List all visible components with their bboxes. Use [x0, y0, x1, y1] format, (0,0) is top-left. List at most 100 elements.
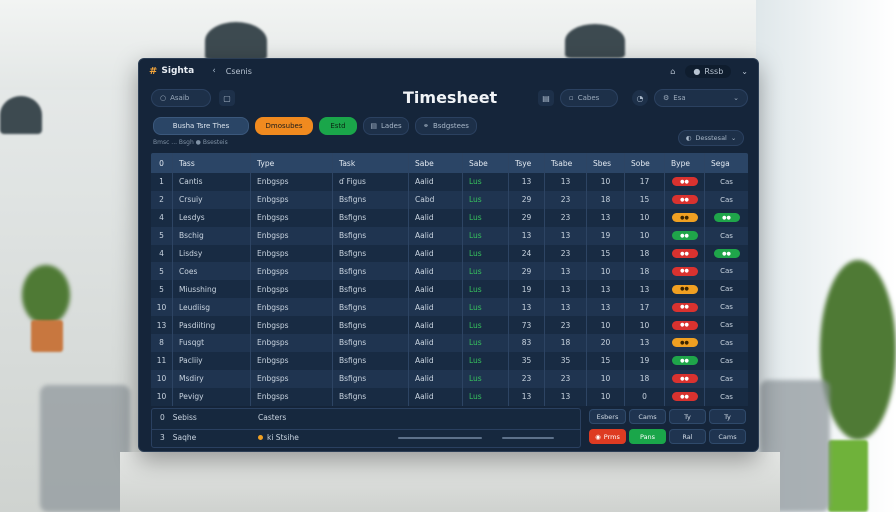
- column-header[interactable]: Sbes: [587, 153, 625, 173]
- cell-text: 13: [600, 213, 611, 223]
- table-cell-badge: ●●: [665, 173, 705, 191]
- column-header[interactable]: Sabe: [409, 153, 463, 173]
- status-badge[interactable]: ●●: [671, 392, 698, 402]
- status-badge[interactable]: ●●: [671, 249, 698, 258]
- orange-action-button[interactable]: Dmosubes: [255, 117, 313, 135]
- column-header[interactable]: Tsabe: [545, 153, 587, 173]
- ghost-action-button-2[interactable]: ⚭ Bsdgstees: [415, 117, 477, 135]
- calendar-small-icon: ▫: [569, 94, 574, 102]
- green-action-button[interactable]: Estd: [319, 117, 357, 135]
- cell-text: Bsfigns: [339, 392, 367, 402]
- column-header[interactable]: Task: [333, 153, 409, 173]
- status-badge[interactable]: ●●: [671, 177, 698, 187]
- filter-dropdown[interactable]: ◐ Desstesal ⌄: [678, 130, 744, 146]
- table-row[interactable]: 5 Bschig Enbgsps Bsfigns Aalid Lus 13 13 19 10 ●● C…: [151, 226, 748, 245]
- chevron-down-icon[interactable]: ⌄: [741, 66, 748, 76]
- footer-button-5[interactable]: Ral: [669, 429, 706, 444]
- status-badge[interactable]: ●●: [671, 266, 698, 276]
- table-cell-badge: ●●: [665, 226, 705, 245]
- column-header[interactable]: Type: [251, 153, 333, 173]
- cell-text: 13: [521, 231, 532, 241]
- status-badge[interactable]: ●●: [671, 284, 698, 294]
- table-row[interactable]: 10 Leudiisg Enbgsps Bsfigns Aalid Lus 13 13 13 17…: [151, 298, 748, 317]
- column-header[interactable]: Tass: [173, 153, 251, 173]
- table-row[interactable]: 10 Pevigy Enbgsps Bsfigns Aalid Lus 13 13 10 0 ●● C…: [151, 387, 748, 406]
- status-badge[interactable]: ●●: [671, 195, 698, 205]
- tag-badge[interactable]: ●●: [713, 249, 740, 258]
- table-row[interactable]: 5 Miusshing Enbgsps Bsfigns Aalid Lus 19 13 13 13…: [151, 280, 748, 299]
- cell-text: 29: [521, 213, 532, 223]
- back-icon[interactable]: ‹: [212, 66, 216, 76]
- footer-slider[interactable]: [398, 437, 482, 439]
- column-header[interactable]: Sega: [711, 158, 730, 168]
- table-row[interactable]: 10 Msdiry Enbgsps Bsfigns Aalid Lus 23 23 10 18 ●●…: [151, 369, 748, 388]
- tag-badge[interactable]: ●●: [713, 213, 740, 223]
- table-cell-badge: ●●: [665, 208, 705, 227]
- column-header[interactable]: Tsye: [509, 153, 545, 173]
- column-header[interactable]: 0: [151, 153, 173, 173]
- table-cell-a: 73: [509, 316, 545, 335]
- cell-text: Enbgsps: [257, 320, 289, 330]
- column-header[interactable]: Sabe: [463, 153, 509, 173]
- table-cell-type: Enbgsps: [251, 316, 333, 335]
- home-icon[interactable]: ⌂: [670, 66, 676, 76]
- cell-text: Lisdsy: [179, 249, 203, 258]
- cell-text: Bschig: [179, 231, 204, 241]
- cell-text: 13: [156, 320, 167, 330]
- status-badge[interactable]: ●●: [671, 231, 698, 241]
- date-field[interactable]: ▫ Cabes: [560, 89, 618, 107]
- background-chair: [40, 385, 130, 512]
- title-bar: # Sighta ‹ Csenis ⌂ ● Rssb ⌄: [139, 59, 758, 83]
- footer-row-1-value: Casters: [258, 413, 286, 422]
- table-row[interactable]: 5 Coes Enbgsps Bsfigns Aalid Lus 29 13 10 18 ●● Cas: [151, 262, 748, 281]
- status-badge[interactable]: ●●: [671, 320, 698, 330]
- clock-icon[interactable]: ◔: [632, 90, 648, 106]
- user-menu[interactable]: ● Rssb: [685, 64, 732, 78]
- footer-row-1-value-text: Casters: [258, 413, 287, 422]
- ghost-action-button[interactable]: ▤ Lades: [363, 117, 409, 135]
- table-cell-a: 19: [509, 280, 545, 299]
- lock-icon[interactable]: ▢: [219, 90, 235, 106]
- table-cell-badge: ●●: [665, 298, 705, 317]
- status-badge[interactable]: ●●: [671, 356, 698, 366]
- cell-text: Leudiisg: [179, 302, 211, 312]
- footer-green-button[interactable]: Pans: [629, 429, 666, 444]
- table-row[interactable]: 4 Lesdys Enbgsps Bsfigns Aalid Lus 29 23 13 10 ●● ●…: [151, 208, 748, 227]
- footer-red-button[interactable]: ◉ Prms: [589, 429, 626, 444]
- column-header[interactable]: Bype: [665, 153, 705, 173]
- table-row[interactable]: 1 Cantis Enbgsps ɗ Figus Aalid Lus 13 13 10 17 ●● C…: [151, 173, 748, 191]
- table-cell-a: 13: [509, 226, 545, 245]
- status-badge[interactable]: ●●: [671, 374, 698, 384]
- footer-slider-2[interactable]: [502, 437, 554, 439]
- status-badge[interactable]: ●●: [671, 338, 698, 348]
- footer-button-6[interactable]: Cams: [709, 429, 746, 444]
- status-badge[interactable]: ●●: [671, 302, 698, 312]
- table-cell-sabe: Aalid: [409, 351, 463, 370]
- calendar-icon[interactable]: ▤: [538, 90, 554, 106]
- footer-button-2[interactable]: Cams: [629, 409, 666, 424]
- table-cell-sabe: Aalid: [409, 244, 463, 263]
- footer-summary: 0 Sebiss Casters 3 Saqhe ki Stsihe: [151, 408, 581, 448]
- cell-text: Enbgsps: [257, 284, 289, 294]
- footer-button-4[interactable]: Ty: [709, 409, 746, 424]
- status-badge[interactable]: ●●: [671, 213, 698, 223]
- primary-view-button[interactable]: Busha Tsre Thes: [153, 117, 249, 135]
- search-input[interactable]: ○ Asaib: [151, 89, 211, 107]
- table-cell-d: 15: [625, 190, 665, 209]
- table-cell-type: Enbgsps: [251, 244, 333, 263]
- footer-button-3[interactable]: Ty: [669, 409, 706, 424]
- filter-select[interactable]: ⚙ Esa ⌄: [654, 89, 748, 107]
- footer-button-1[interactable]: Esbers: [589, 409, 626, 424]
- table-row[interactable]: 4 Lisdsy Enbgsps Bsfigns Aalid Lus 24 23 15 18 ●● ●…: [151, 244, 748, 263]
- table-row[interactable]: 2 Crsuiy Enbgsps Bsfigns Cabd Lus 29 23 18 15 ●● Ca…: [151, 190, 748, 209]
- table-cell-a: 29: [509, 190, 545, 209]
- table-row[interactable]: 8 Fusqgt Enbgsps Bsfigns Aalid Lus 83 18 20 13 ●● C…: [151, 334, 748, 352]
- cell-text: 10: [156, 302, 167, 312]
- table-row[interactable]: 11 Pacliiy Enbgsps Bsfigns Aalid Lus 35 35 15 19 ●…: [151, 351, 748, 370]
- cell-text: ɗ Figus: [339, 177, 366, 187]
- column-header[interactable]: Sobe: [625, 153, 665, 173]
- table-row[interactable]: 13 Pasdiiting Enbgsps Bsfigns Aalid Lus 73 23 10…: [151, 316, 748, 335]
- breadcrumb[interactable]: Csenis: [225, 66, 252, 76]
- table-cell-sabe: Aalid: [409, 369, 463, 388]
- table-cell-task: ɗ Figus: [333, 173, 409, 191]
